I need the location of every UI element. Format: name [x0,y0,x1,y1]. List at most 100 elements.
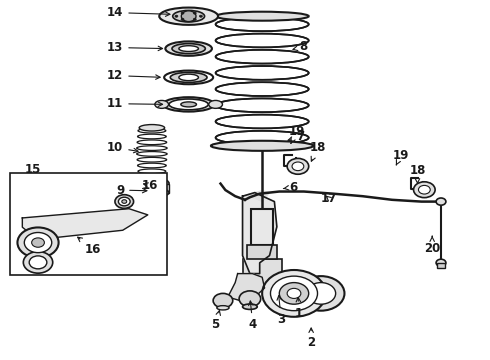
Ellipse shape [138,129,166,133]
Circle shape [193,18,196,21]
Ellipse shape [216,98,309,112]
Ellipse shape [149,189,169,196]
Circle shape [287,288,301,298]
Ellipse shape [166,41,212,56]
Ellipse shape [122,200,127,203]
Ellipse shape [138,134,166,139]
Circle shape [24,252,53,273]
Bar [243,259,282,288]
Ellipse shape [179,74,198,81]
Ellipse shape [163,97,215,112]
Text: 19: 19 [392,149,409,165]
Ellipse shape [216,114,309,129]
Text: 5: 5 [212,311,220,331]
Text: 8: 8 [293,40,308,53]
Text: 3: 3 [277,296,285,326]
Text: 4: 4 [248,301,257,331]
Ellipse shape [164,71,213,84]
Ellipse shape [216,33,309,48]
Circle shape [213,293,233,308]
Circle shape [287,158,309,174]
Text: 19: 19 [289,125,305,143]
Circle shape [181,12,184,14]
Ellipse shape [139,125,165,131]
Circle shape [24,233,52,253]
Circle shape [414,182,435,198]
Ellipse shape [216,50,309,64]
Bar [437,263,445,268]
Ellipse shape [138,163,166,168]
Text: 20: 20 [424,236,441,255]
Circle shape [418,185,430,194]
Circle shape [297,276,344,311]
Text: 1: 1 [295,297,303,320]
Ellipse shape [216,131,309,145]
Text: 9: 9 [116,184,147,197]
Text: 18: 18 [309,141,326,161]
Circle shape [181,11,196,22]
Bar [251,209,273,245]
Circle shape [436,198,446,205]
Text: 2: 2 [307,328,315,349]
Circle shape [436,259,446,266]
Circle shape [239,291,261,307]
Circle shape [262,270,326,317]
Text: 11: 11 [107,97,163,110]
Ellipse shape [149,179,169,189]
Ellipse shape [216,12,309,21]
Text: 16: 16 [77,237,101,256]
Ellipse shape [209,100,222,108]
Ellipse shape [137,152,167,156]
Ellipse shape [137,146,167,150]
Ellipse shape [138,175,165,179]
Ellipse shape [159,8,218,25]
Text: 14: 14 [107,6,170,19]
Circle shape [199,15,202,17]
Bar [149,184,169,193]
Ellipse shape [138,169,166,174]
Circle shape [279,283,309,304]
Circle shape [193,12,196,14]
Ellipse shape [216,82,309,96]
Circle shape [181,18,184,21]
Polygon shape [23,209,148,239]
Ellipse shape [115,195,134,208]
Ellipse shape [171,72,207,82]
Bar [10,173,167,275]
Ellipse shape [216,66,309,80]
Ellipse shape [172,10,205,22]
Ellipse shape [137,140,167,145]
Circle shape [29,256,47,269]
Circle shape [292,162,304,171]
Ellipse shape [137,157,167,162]
Text: 16: 16 [141,179,158,192]
Ellipse shape [155,100,169,108]
Ellipse shape [216,17,309,31]
Text: 17: 17 [321,192,338,205]
Circle shape [175,15,178,17]
Ellipse shape [217,306,229,310]
Text: 7: 7 [288,130,304,143]
Polygon shape [243,193,277,274]
Ellipse shape [169,99,208,110]
Polygon shape [243,191,270,202]
Circle shape [306,283,336,304]
Circle shape [270,276,318,311]
Polygon shape [228,274,265,301]
Text: 15: 15 [25,163,42,176]
Ellipse shape [243,304,257,310]
Bar [247,245,277,259]
Text: 13: 13 [107,41,163,54]
Circle shape [32,238,45,247]
Ellipse shape [181,102,196,107]
Text: 6: 6 [283,181,297,194]
Ellipse shape [179,46,198,51]
Ellipse shape [137,180,167,187]
Ellipse shape [211,141,314,151]
Text: 10: 10 [107,141,138,154]
Circle shape [18,228,59,258]
Text: 12: 12 [107,69,160,82]
Ellipse shape [119,197,130,206]
Ellipse shape [172,44,205,54]
Text: 18: 18 [409,165,426,183]
